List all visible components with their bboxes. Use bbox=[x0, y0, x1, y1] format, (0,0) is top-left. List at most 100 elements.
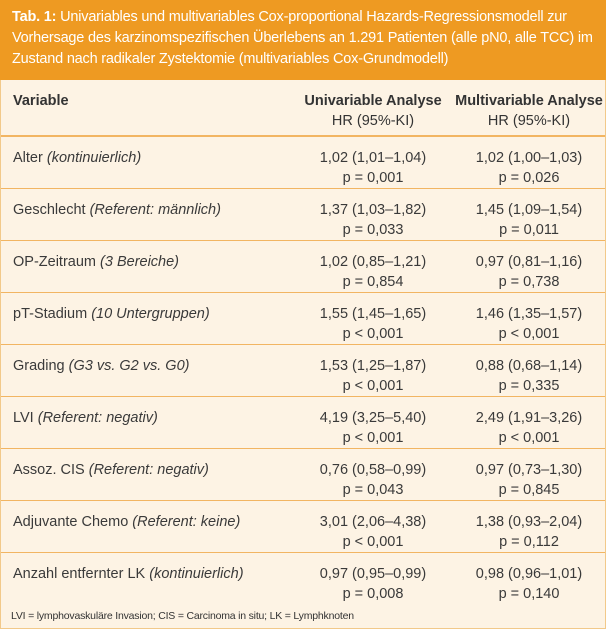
variable-name: Assoz. CIS bbox=[13, 462, 85, 478]
univariable-hr: 1,55 (1,45–1,65) bbox=[319, 306, 427, 322]
header-multivariable-sub: HR (95%-KI) bbox=[487, 113, 571, 129]
cell-univariable: 1,55 (1,45–1,65) p < 0,001 bbox=[293, 293, 453, 345]
univariable-hr: 1,37 (1,03–1,82) bbox=[319, 202, 427, 218]
cell-variable: OP-Zeitraum (3 Bereiche) bbox=[1, 241, 293, 293]
univariable-hr: 4,19 (3,25–5,40) bbox=[319, 410, 427, 426]
cell-multivariable: 1,46 (1,35–1,57) p < 0,001 bbox=[453, 293, 605, 345]
table-row: Anzahl entfernter LK (kontinuierlich) 0,9… bbox=[1, 553, 605, 605]
variable-qualifier: (10 Untergruppen) bbox=[91, 306, 210, 322]
variable-name: Adjuvante Chemo bbox=[13, 514, 129, 530]
multivariable-p: p = 0,026 bbox=[498, 170, 560, 186]
multivariable-hr: 0,97 (0,81–1,16) bbox=[475, 254, 583, 270]
cell-variable: Anzahl entfernter LK (kontinuierlich) bbox=[1, 553, 293, 605]
univariable-hr: 1,02 (1,01–1,04) bbox=[319, 150, 427, 166]
cell-univariable: 3,01 (2,06–4,38) p < 0,001 bbox=[293, 501, 453, 553]
table-row: Geschlecht (Referent: männlich) 1,37 (1,0… bbox=[1, 189, 605, 241]
cell-multivariable: 0,97 (0,81–1,16) p = 0,738 bbox=[453, 241, 605, 293]
header-variable: Variable bbox=[13, 93, 69, 109]
multivariable-p: p = 0,845 bbox=[498, 482, 560, 498]
variable-name: pT-Stadium bbox=[13, 306, 88, 322]
univariable-p: p = 0,043 bbox=[342, 482, 404, 498]
header-univariable: Univariable Analyse HR (95%-KI) bbox=[293, 80, 453, 136]
cell-multivariable: 0,97 (0,73–1,30) p = 0,845 bbox=[453, 449, 605, 501]
table-row: Assoz. CIS (Referent: negativ) 0,76 (0,58… bbox=[1, 449, 605, 501]
cell-multivariable: 0,88 (0,68–1,14) p = 0,335 bbox=[453, 345, 605, 397]
variable-name: Geschlecht bbox=[13, 202, 86, 218]
univariable-p: p < 0,001 bbox=[342, 534, 404, 550]
multivariable-p: p = 0,738 bbox=[498, 274, 560, 290]
table-title: Univariables und multivariables Cox-prop… bbox=[12, 9, 593, 67]
univariable-p: p = 0,008 bbox=[342, 586, 404, 602]
cell-variable: Assoz. CIS (Referent: negativ) bbox=[1, 449, 293, 501]
multivariable-hr: 0,98 (0,96–1,01) bbox=[475, 566, 583, 582]
cell-multivariable: 1,45 (1,09–1,54) p = 0,011 bbox=[453, 189, 605, 241]
variable-qualifier: (kontinuierlich) bbox=[46, 150, 142, 166]
multivariable-hr: 1,46 (1,35–1,57) bbox=[475, 306, 583, 322]
variable-name: LVI bbox=[13, 410, 34, 426]
variable-qualifier: (Referent: negativ) bbox=[88, 462, 209, 478]
variable-qualifier: (Referent: männlich) bbox=[89, 202, 221, 218]
table-row: OP-Zeitraum (3 Bereiche) 1,02 (0,85–1,21)… bbox=[1, 241, 605, 293]
multivariable-p: p = 0,112 bbox=[499, 534, 559, 550]
cell-variable: pT-Stadium (10 Untergruppen) bbox=[1, 293, 293, 345]
variable-qualifier: (kontinuierlich) bbox=[149, 566, 244, 582]
variable-qualifier: (Referent: negativ) bbox=[37, 410, 158, 426]
cell-variable: Alter (kontinuierlich) bbox=[1, 136, 293, 189]
cell-multivariable: 2,49 (1,91–3,26) p < 0,001 bbox=[453, 397, 605, 449]
cell-variable: Adjuvante Chemo (Referent: keine) bbox=[1, 501, 293, 553]
univariable-hr: 0,76 (0,58–0,99) bbox=[319, 462, 427, 478]
cell-univariable: 1,37 (1,03–1,82) p = 0,033 bbox=[293, 189, 453, 241]
table-body-area: Variable Univariable Analyse HR (95%-KI)… bbox=[0, 80, 606, 629]
univariable-p: p < 0,001 bbox=[342, 378, 404, 394]
multivariable-p: p = 0,335 bbox=[498, 378, 560, 394]
univariable-p: p < 0,001 bbox=[342, 326, 404, 342]
cell-multivariable: 1,38 (0,93–2,04) p = 0,112 bbox=[453, 501, 605, 553]
results-table: Variable Univariable Analyse HR (95%-KI)… bbox=[1, 80, 605, 604]
variable-qualifier: (Referent: keine) bbox=[132, 514, 241, 530]
multivariable-hr: 2,49 (1,91–3,26) bbox=[475, 410, 583, 426]
univariable-p: p = 0,033 bbox=[342, 222, 404, 238]
table-row: pT-Stadium (10 Untergruppen) 1,55 (1,45–1… bbox=[1, 293, 605, 345]
cell-univariable: 1,53 (1,25–1,87) p < 0,001 bbox=[293, 345, 453, 397]
univariable-p: p = 0,001 bbox=[342, 170, 404, 186]
univariable-p: p = 0,854 bbox=[342, 274, 404, 290]
table-caption: Tab. 1: Univariables und multivariables … bbox=[0, 0, 606, 80]
cell-multivariable: 1,02 (1,00–1,03) p = 0,026 bbox=[453, 136, 605, 189]
header-univariable-sub: HR (95%-KI) bbox=[331, 113, 415, 129]
multivariable-hr: 0,97 (0,73–1,30) bbox=[475, 462, 583, 478]
table-row: Grading (G3 vs. G2 vs. G0) 1,53 (1,25–1,8… bbox=[1, 345, 605, 397]
variable-name: Anzahl entfernter LK bbox=[13, 566, 146, 582]
variable-qualifier: (3 Bereiche) bbox=[100, 254, 180, 270]
multivariable-p: p < 0,001 bbox=[498, 430, 560, 446]
table-footnote: LVI = lymphovaskuläre Invasion; CIS = Ca… bbox=[11, 610, 354, 622]
variable-name: Alter bbox=[13, 150, 43, 166]
univariable-hr: 1,53 (1,25–1,87) bbox=[319, 358, 427, 374]
multivariable-hr: 0,88 (0,68–1,14) bbox=[475, 358, 583, 374]
multivariable-hr: 1,38 (0,93–2,04) bbox=[475, 514, 583, 530]
univariable-hr: 0,97 (0,95–0,99) bbox=[319, 566, 427, 582]
variable-name: Grading bbox=[13, 358, 65, 374]
cell-univariable: 4,19 (3,25–5,40) p < 0,001 bbox=[293, 397, 453, 449]
cell-variable: LVI (Referent: negativ) bbox=[1, 397, 293, 449]
variable-name: OP-Zeitraum bbox=[13, 254, 96, 270]
cell-univariable: 0,76 (0,58–0,99) p = 0,043 bbox=[293, 449, 453, 501]
cell-univariable: 1,02 (1,01–1,04) p = 0,001 bbox=[293, 136, 453, 189]
multivariable-p: p < 0,001 bbox=[498, 326, 560, 342]
header-multivariable: Multivariable Analyse HR (95%-KI) bbox=[453, 80, 605, 136]
cell-univariable: 1,02 (0,85–1,21) p = 0,854 bbox=[293, 241, 453, 293]
table-row: Adjuvante Chemo (Referent: keine) 3,01 (2… bbox=[1, 501, 605, 553]
variable-qualifier: (G3 vs. G2 vs. G0) bbox=[68, 358, 190, 374]
multivariable-p: p = 0,140 bbox=[498, 586, 560, 602]
univariable-hr: 1,02 (0,85–1,21) bbox=[319, 254, 427, 270]
cell-univariable: 0,97 (0,95–0,99) p = 0,008 bbox=[293, 553, 453, 605]
table-row: Alter (kontinuierlich) 1,02 (1,01–1,04) p … bbox=[1, 136, 605, 189]
multivariable-hr: 1,02 (1,00–1,03) bbox=[475, 150, 583, 166]
table-row: LVI (Referent: negativ) 4,19 (3,25–5,40) p… bbox=[1, 397, 605, 449]
table-label: Tab. 1: bbox=[12, 9, 57, 25]
cell-multivariable: 0,98 (0,96–1,01) p = 0,140 bbox=[453, 553, 605, 605]
multivariable-p: p = 0,011 bbox=[499, 222, 559, 238]
univariable-hr: 3,01 (2,06–4,38) bbox=[319, 514, 427, 530]
univariable-p: p < 0,001 bbox=[342, 430, 404, 446]
cell-variable: Grading (G3 vs. G2 vs. G0) bbox=[1, 345, 293, 397]
